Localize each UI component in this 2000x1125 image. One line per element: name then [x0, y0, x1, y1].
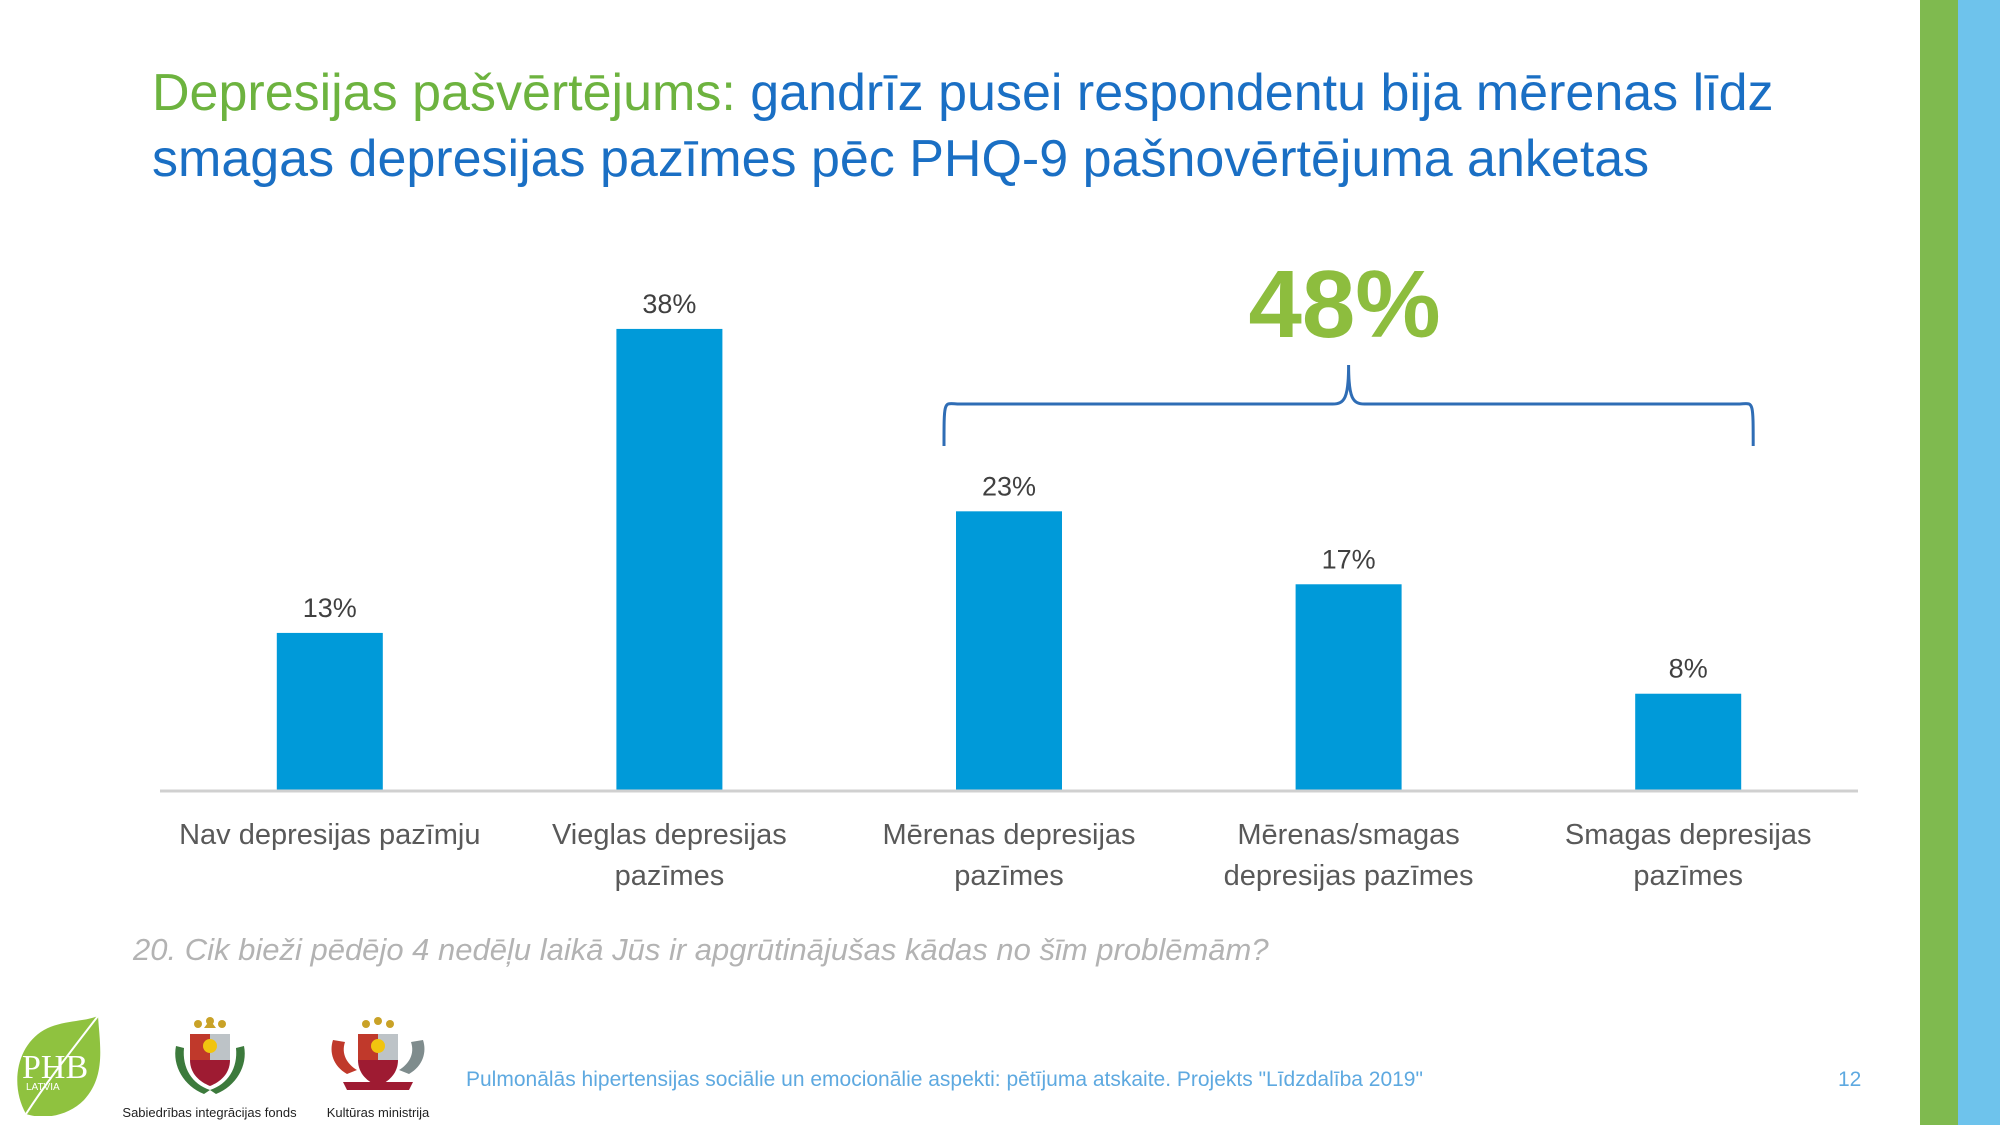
decor-stripe-blue: [1958, 0, 2000, 1125]
bar-chart: 13% Nav depresijas pazīmju 38% Vieglas depr…: [160, 251, 1858, 892]
bar: [616, 328, 723, 791]
bar: [276, 632, 383, 791]
data-label: 23%: [982, 471, 1036, 501]
category-label: Vieglas depresijas: [552, 819, 787, 851]
phb-logo: PHB LATVIA: [14, 1015, 106, 1121]
bar: [1295, 584, 1402, 791]
slide-title: Depresijas pašvērtējums: gandrīz pusei r…: [152, 60, 1912, 192]
category-label: Mērenas depresijas: [882, 819, 1135, 851]
curly-brace: [942, 364, 1755, 447]
title-rest: gandrīz pusei respondentu bija mērenas l…: [152, 64, 1774, 188]
km-logo-caption: Kultūras ministrija: [326, 1105, 430, 1120]
category-label: Smagas depresijas: [1565, 819, 1812, 851]
coat-of-arms-supported-icon: [331, 1017, 425, 1090]
phb-leaf-icon: PHB LATVIA: [17, 1015, 101, 1117]
phb-logo-text: PHB: [22, 1049, 88, 1086]
highlight-annotation: 48%: [1249, 251, 1441, 358]
decor-stripe-green: [1920, 0, 1958, 1125]
data-label: 38%: [642, 289, 696, 319]
category-label: depresijas pazīmes: [1224, 860, 1474, 892]
category-label: pazīmes: [615, 860, 725, 892]
bar: [1635, 693, 1742, 791]
category-label: pazīmes: [954, 860, 1064, 892]
data-label: 8%: [1669, 654, 1708, 684]
category-label: pazīmes: [1633, 860, 1743, 892]
page-number: 12: [1838, 1068, 1862, 1091]
sif-logo: Sabiedrības integrācijas fonds: [112, 1016, 307, 1120]
category-label: Mērenas/smagas: [1237, 819, 1459, 851]
data-label: 13%: [303, 593, 357, 623]
data-label: 17%: [1322, 544, 1376, 574]
footer-text: Pulmonālās hipertensijas sociālie un emo…: [466, 1068, 1423, 1091]
category-label: Nav depresijas pazīmju: [179, 819, 480, 851]
bar: [956, 511, 1062, 791]
survey-question: 20. Cik bieži pēdējo 4 nedēļu laikā Jūs …: [133, 932, 1269, 967]
sif-logo-caption: Sabiedrības integrācijas fonds: [122, 1105, 297, 1120]
km-logo: Kultūras ministrija: [318, 1016, 438, 1120]
title-lead: Depresijas pašvērtējums:: [152, 64, 736, 122]
coat-of-arms-icon: [174, 1017, 245, 1094]
phb-logo-subtext: LATVIA: [26, 1082, 60, 1093]
